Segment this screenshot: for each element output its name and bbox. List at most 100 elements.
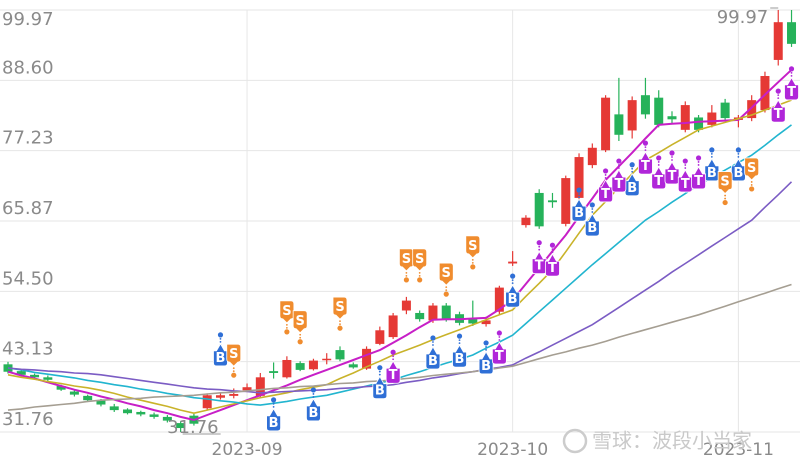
signal-dot <box>470 264 476 270</box>
signal-label: T <box>601 187 610 202</box>
signal: S <box>465 235 481 270</box>
signal-badge <box>412 248 428 272</box>
signal: B <box>266 397 281 432</box>
signal-dot <box>285 323 288 326</box>
signal-dot <box>312 396 315 398</box>
watermark-logo <box>562 428 588 454</box>
signal-badge <box>611 169 627 193</box>
signal: T <box>677 158 693 193</box>
signal-dot <box>749 186 755 192</box>
signal-dot <box>445 289 448 292</box>
signal-dot <box>299 333 302 336</box>
y-tick-label: 88.60 <box>2 57 54 78</box>
y-tick-label: 43.13 <box>2 339 54 360</box>
signal-dot <box>684 167 687 169</box>
signal-label: T <box>681 177 690 192</box>
signal-label: B <box>587 221 597 236</box>
candle-body <box>215 395 225 398</box>
signal-dot <box>498 339 501 341</box>
signal-label: T <box>535 259 544 274</box>
signal-badge <box>584 213 600 237</box>
signal-badge <box>226 343 242 367</box>
signal-dot <box>458 342 461 345</box>
candle-body <box>308 360 318 370</box>
candle-body <box>255 377 265 396</box>
signal-dot <box>777 97 780 100</box>
signal-dot <box>695 155 702 161</box>
signal-dot <box>378 373 381 376</box>
candle-body <box>16 371 26 375</box>
candle-body <box>401 300 411 311</box>
candle-body <box>627 100 637 131</box>
signal-label: T <box>654 174 663 189</box>
signal: S <box>226 343 242 378</box>
y-tick-label: 65.87 <box>2 198 54 219</box>
signal-badge <box>332 296 348 320</box>
signal-dot <box>297 339 303 345</box>
candle-body <box>242 387 252 391</box>
signal-badge <box>438 262 454 286</box>
signal-dot <box>456 333 463 339</box>
signal-dot <box>538 245 541 248</box>
signal-badge <box>691 166 706 190</box>
signal-dot <box>510 273 516 279</box>
signal-dot <box>219 337 222 340</box>
watermark: 雪球：波段小当家 <box>562 428 752 454</box>
candle-body <box>282 359 292 378</box>
signal-label: S <box>720 175 729 190</box>
signal-dot <box>642 140 649 146</box>
signal-dot <box>589 202 595 208</box>
candle-body <box>43 377 53 380</box>
signal-label: B <box>707 166 717 181</box>
signal-label: B <box>375 384 385 399</box>
candle-body <box>162 416 172 421</box>
signal: B <box>372 365 388 400</box>
signal-dot <box>616 158 622 164</box>
signal-dot <box>737 153 740 155</box>
signal-dot <box>496 330 502 336</box>
signal-label: B <box>216 351 226 366</box>
candle-body <box>295 363 305 370</box>
signal-dot <box>511 279 514 282</box>
signal-badge <box>664 161 680 185</box>
signal-badge <box>571 198 587 222</box>
signal-dot <box>272 405 275 408</box>
signal-dot <box>232 370 235 373</box>
signal-dot <box>405 272 408 274</box>
signal-label: B <box>627 181 637 196</box>
signal-dot <box>576 187 582 193</box>
signal: B <box>704 147 720 182</box>
signal-dot <box>722 199 728 206</box>
signal-dot <box>418 275 421 277</box>
signal: T <box>770 88 786 123</box>
candle-body <box>69 391 79 395</box>
signal-label: T <box>774 107 783 122</box>
signal-dot <box>697 164 700 166</box>
signal: S <box>332 296 348 331</box>
signal-label: S <box>747 161 756 176</box>
signal-dot <box>657 164 660 166</box>
signal: B <box>452 333 467 368</box>
signal-label: S <box>295 314 304 329</box>
candle-body <box>760 76 770 111</box>
signal-badge <box>717 171 733 195</box>
signal-dot <box>392 355 395 358</box>
signal-label: B <box>428 354 438 369</box>
signal-dot <box>604 177 607 179</box>
candle-body <box>667 116 677 120</box>
signal-dot <box>377 365 383 371</box>
signal-dot <box>775 88 781 94</box>
signal: B <box>213 332 228 367</box>
signal-dot <box>657 161 660 163</box>
signal: S <box>412 248 428 283</box>
signal: T <box>598 168 613 203</box>
signal-label: S <box>442 266 451 281</box>
signal-badge <box>598 179 613 203</box>
signal: S <box>292 310 308 345</box>
signal-dot <box>339 323 341 326</box>
signal: T <box>784 66 799 101</box>
signal-dot <box>432 344 434 346</box>
signal-badge <box>292 310 308 334</box>
candle-body <box>680 105 690 130</box>
signal-badge <box>784 77 799 101</box>
